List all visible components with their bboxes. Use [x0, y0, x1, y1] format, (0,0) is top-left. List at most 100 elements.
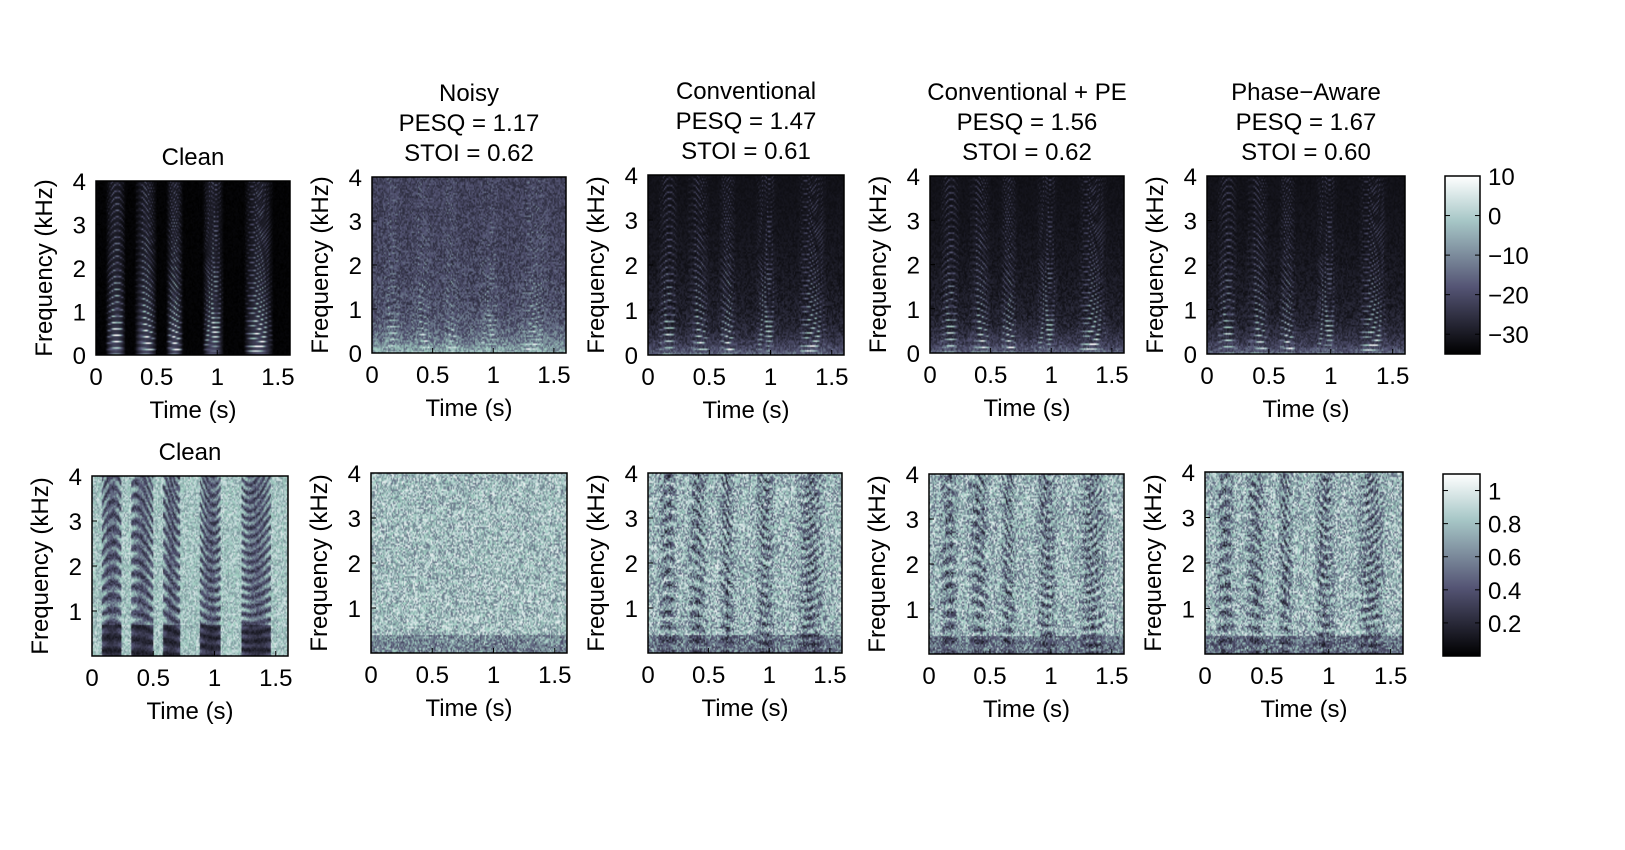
- colorbar-tick-label: −20: [1488, 283, 1529, 310]
- y-tick-label: 0: [625, 343, 638, 370]
- x-tick-label: 1.5: [1095, 362, 1128, 389]
- x-axis-label: Time (s): [701, 695, 788, 722]
- x-tick-label: 0.5: [1252, 363, 1285, 390]
- panel-9: 0 0.5 1 1.5 1 2 3 4 Time (s) Frequency (kHz): [864, 462, 1129, 723]
- spectrogram-image: [929, 474, 1124, 654]
- x-tick-label: 0: [1200, 363, 1213, 390]
- y-tick-label: 1: [625, 298, 638, 325]
- panel-3: 0 0.5 1 1.5 0 1 2 3 4 Time (s) Frequency (kHz) Conv…: [583, 78, 848, 424]
- x-tick-label: 0: [1198, 663, 1211, 690]
- spectrogram-image: [930, 176, 1124, 353]
- colorbar-tick-label: 0.6: [1488, 545, 1521, 572]
- y-tick-label: 1: [348, 596, 361, 623]
- panel-title-line: STOI = 0.62: [404, 140, 534, 167]
- y-tick-label: 2: [625, 253, 638, 280]
- x-tick-label: 1: [764, 364, 777, 391]
- x-tick-label: 1: [487, 362, 500, 389]
- y-tick-label: 2: [906, 552, 919, 579]
- y-tick-label: 4: [625, 461, 638, 488]
- y-tick-label: 3: [906, 507, 919, 534]
- x-tick-label: 1.5: [813, 662, 846, 689]
- y-tick-label: 1: [906, 597, 919, 624]
- y-tick-label: 3: [348, 506, 361, 533]
- panel-title-line: Conventional + PE: [927, 79, 1126, 106]
- panel-1: 0 0.5 1 1.5 0 1 2 3 4 Time (s) Frequency (kHz) Clea…: [31, 144, 295, 424]
- x-axis-label: Time (s): [1260, 696, 1347, 723]
- x-tick-label: 0: [641, 364, 654, 391]
- y-tick-label: 2: [1184, 253, 1197, 280]
- x-axis-label: Time (s): [1262, 396, 1349, 423]
- panel-title-line: PESQ = 1.47: [676, 108, 817, 135]
- panel-title-line: STOI = 0.62: [962, 139, 1092, 166]
- x-tick-label: 1: [1044, 663, 1057, 690]
- colorbars-layer: 10 0 −10 −20 −30 1 0.8 0.6 0.4 0.2: [1442, 164, 1529, 657]
- panel-title-line: STOI = 0.60: [1241, 139, 1371, 166]
- x-tick-label: 0.5: [1250, 663, 1283, 690]
- x-tick-label: 1.5: [537, 362, 570, 389]
- x-tick-label: 1: [211, 364, 224, 391]
- x-tick-label: 0.5: [693, 364, 726, 391]
- y-tick-label: 1: [73, 300, 86, 327]
- panel-2: 0 0.5 1 1.5 0 1 2 3 4 Time (s) Frequency (kHz) Nois…: [307, 80, 571, 422]
- spectrogram-image: [1205, 472, 1403, 654]
- y-tick-label: 2: [907, 253, 920, 280]
- x-axis-label: Time (s): [146, 698, 233, 725]
- x-tick-label: 0: [641, 662, 654, 689]
- panel-10: 0 0.5 1 1.5 1 2 3 4 Time (s) Frequency (kHz): [1140, 460, 1407, 723]
- y-tick-label: 3: [625, 208, 638, 235]
- colorbar-tick-label: 0.4: [1488, 578, 1521, 605]
- y-tick-label: 1: [349, 297, 362, 324]
- y-tick-label: 1: [1182, 597, 1195, 624]
- y-tick-label: 0: [1184, 342, 1197, 369]
- colorbar-scale: [1444, 175, 1481, 355]
- x-tick-label: 1: [208, 665, 221, 692]
- y-axis-label: Frequency (kHz): [307, 176, 334, 353]
- panel-title-line: Conventional: [676, 78, 816, 105]
- x-axis-label: Time (s): [425, 395, 512, 422]
- colorbar-1: 10 0 −10 −20 −30: [1444, 164, 1529, 355]
- y-axis-label: Frequency (kHz): [1142, 176, 1169, 353]
- y-tick-label: 3: [907, 208, 920, 235]
- panels-layer: 0 0.5 1 1.5 0 1 2 3 4 Time (s) Frequency (kHz) Clea…: [27, 78, 1409, 725]
- panel-title-line: Clean: [159, 439, 222, 466]
- x-tick-label: 0.5: [137, 665, 170, 692]
- y-axis-label: Frequency (kHz): [865, 176, 892, 353]
- y-tick-label: 4: [349, 165, 362, 192]
- y-tick-label: 3: [1184, 209, 1197, 236]
- y-tick-label: 4: [625, 163, 638, 190]
- y-tick-label: 4: [907, 164, 920, 191]
- y-tick-label: 2: [349, 253, 362, 280]
- x-tick-label: 1.5: [261, 364, 294, 391]
- spectrogram-image: [96, 181, 290, 355]
- panel-title-line: PESQ = 1.17: [399, 110, 540, 137]
- x-axis-label: Time (s): [983, 696, 1070, 723]
- colorbar-tick-label: 10: [1488, 164, 1515, 191]
- x-tick-label: 1.5: [538, 662, 571, 689]
- x-tick-label: 1.5: [1095, 663, 1128, 690]
- y-tick-label: 3: [625, 506, 638, 533]
- x-tick-label: 0: [923, 362, 936, 389]
- y-tick-label: 3: [349, 209, 362, 236]
- y-tick-label: 1: [625, 596, 638, 623]
- y-tick-label: 2: [69, 554, 82, 581]
- x-tick-label: 0: [85, 665, 98, 692]
- y-tick-label: 4: [348, 461, 361, 488]
- colorbar-tick-label: 1: [1488, 479, 1501, 506]
- y-tick-label: 0: [73, 343, 86, 370]
- y-tick-label: 3: [69, 509, 82, 536]
- y-tick-label: 2: [1182, 551, 1195, 578]
- y-tick-label: 3: [73, 213, 86, 240]
- colorbar-2: 1 0.8 0.6 0.4 0.2: [1442, 473, 1521, 657]
- x-tick-label: 1.5: [1374, 663, 1407, 690]
- panel-6: 0 0.5 1 1.5 1 2 3 4 Time (s) Frequency (kHz) Clean: [27, 439, 292, 725]
- panel-title-line: PESQ = 1.56: [957, 109, 1098, 136]
- x-tick-label: 1: [1324, 363, 1337, 390]
- x-tick-label: 1.5: [259, 665, 292, 692]
- panel-title-line: STOI = 0.61: [681, 138, 811, 165]
- y-tick-label: 2: [625, 551, 638, 578]
- x-tick-label: 0: [364, 662, 377, 689]
- panel-5: 0 0.5 1 1.5 0 1 2 3 4 Time (s) Frequency (kHz) Phas…: [1142, 79, 1409, 423]
- x-tick-label: 1: [1322, 663, 1335, 690]
- spectrogram-image: [648, 473, 842, 653]
